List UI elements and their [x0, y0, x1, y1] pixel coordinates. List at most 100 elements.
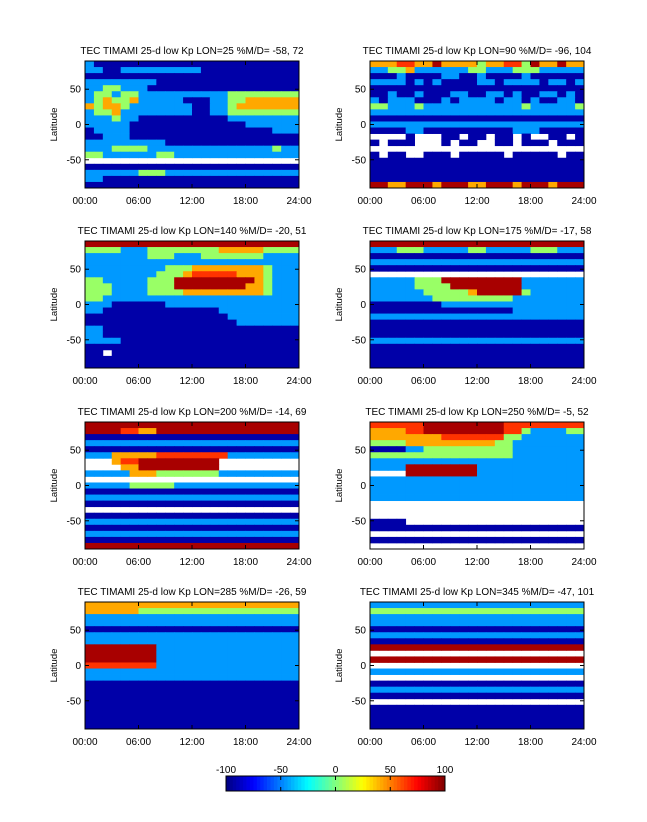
panel-8-cell: [557, 722, 567, 730]
panel-7-cell: [272, 668, 282, 675]
panel-8-cell: [378, 602, 389, 609]
panel-6-cell: [396, 524, 407, 532]
panel-8-cell: [405, 644, 415, 651]
panel-1-cell: [147, 181, 157, 189]
panel-4-cell: [557, 355, 567, 363]
panel-5-cell: [200, 458, 211, 465]
panel-7-cell: [129, 650, 139, 657]
panel-7-cell: [85, 710, 95, 718]
panel-8-cell: [459, 614, 469, 621]
panel-5-cell: [138, 434, 148, 441]
panel-8-cell: [575, 620, 585, 627]
panel-8-cell: [468, 632, 478, 639]
panel-5-cell: [200, 482, 211, 489]
panel-3-cell: [147, 283, 157, 290]
panel-8-cell: [494, 608, 505, 615]
panel-6-cell: [539, 452, 549, 459]
panel-6-cell: [530, 440, 540, 447]
panel-4-cell: [530, 283, 540, 290]
panel-1-cell: [93, 151, 104, 159]
panel-5-cell: [183, 428, 193, 435]
panel-1-cell: [192, 109, 202, 116]
panel-1-cell: [209, 103, 220, 110]
panel-6-cell: [414, 488, 424, 495]
panel-2-cell: [432, 157, 442, 165]
panel-5-cell: [111, 458, 122, 465]
panel-8-cell: [405, 680, 415, 688]
panel-6-cell: [503, 428, 514, 435]
panel-3-cell: [120, 271, 130, 278]
panel-7-cell: [111, 656, 122, 663]
panel-5-cell: [138, 440, 148, 447]
colorbar-segment: [397, 776, 401, 791]
panel-1-cell: [200, 79, 211, 86]
panel-5-xtick-label: 12:00: [179, 557, 204, 568]
panel-7-cell: [165, 710, 175, 718]
panel-4-cell: [423, 313, 433, 321]
panel-6-cell: [575, 470, 585, 477]
panel-1-cell: [272, 115, 282, 122]
panel-1-cell: [227, 169, 237, 177]
panel-7-cell: [156, 662, 166, 669]
panel-1-cell: [290, 109, 300, 116]
panel-3-cell: [183, 349, 193, 357]
panel-2-cell: [405, 67, 415, 74]
panel-4-cell: [459, 277, 469, 284]
panel-2-cell: [414, 163, 424, 171]
colorbar-segment: [366, 776, 371, 791]
panel-8-cell: [414, 632, 424, 639]
panel-1-cell: [272, 73, 282, 80]
panel-4-cell: [441, 337, 451, 345]
panel-3-cell: [254, 271, 264, 278]
panel-3-cell: [245, 313, 255, 321]
panel-8-cell: [494, 626, 505, 633]
panel-8-cell: [548, 686, 558, 694]
panel-3-cell: [281, 289, 291, 296]
panel-8-cell: [566, 644, 576, 651]
panel-7-cell: [236, 608, 246, 615]
panel-7-cell: [236, 692, 246, 700]
panel-2-cell: [450, 79, 460, 86]
panel-7-cell: [93, 692, 104, 700]
panel-6-cell: [414, 482, 424, 489]
panel-1-cell: [102, 145, 113, 153]
panel-1-ytick-label: 50: [70, 85, 82, 96]
panel-5-cell: [254, 500, 264, 508]
panel-4-cell: [423, 319, 433, 327]
panel-2-cell: [530, 103, 540, 110]
panel-5-cell: [93, 446, 104, 453]
panel-6-cell: [423, 446, 433, 453]
panel-7-cell: [147, 638, 157, 645]
panel-2-cell: [441, 109, 451, 116]
panel-6-cell: [566, 470, 576, 477]
panel-7-cell: [102, 674, 113, 682]
panel-6-cell: [450, 476, 460, 483]
panel-5-cell: [236, 452, 246, 459]
panel-4-cell: [396, 355, 407, 363]
panel-2-cell: [477, 151, 487, 159]
panel-6-cell: [548, 488, 558, 495]
panel-6-cell: [405, 452, 415, 459]
panel-2-cell: [468, 85, 478, 92]
panel-6-cell: [530, 524, 540, 532]
panel-1-cell: [263, 103, 273, 110]
colorbar-segment: [277, 776, 282, 791]
panel-1-cell: [218, 139, 229, 147]
panel-6-cell: [575, 494, 585, 502]
panel-7-cell: [272, 626, 282, 633]
panel-8-cell: [477, 632, 487, 639]
panel-2-cell: [485, 73, 496, 80]
panel-7-cell: [290, 674, 300, 682]
panel-5-cell: [85, 434, 95, 441]
panel-8-cell: [370, 608, 380, 615]
panel-6-cell: [548, 482, 558, 489]
panel-2-cell: [468, 73, 478, 80]
panel-4-cell: [530, 247, 540, 254]
panel-8-cell: [548, 638, 558, 645]
panel-3-cell: [85, 301, 95, 308]
panel-3-cell: [254, 307, 264, 314]
panel-5-cell: [156, 470, 166, 477]
panel-1-cell: [236, 181, 246, 189]
panel-8-cell: [378, 680, 389, 688]
panel-5-cell: [120, 440, 130, 447]
